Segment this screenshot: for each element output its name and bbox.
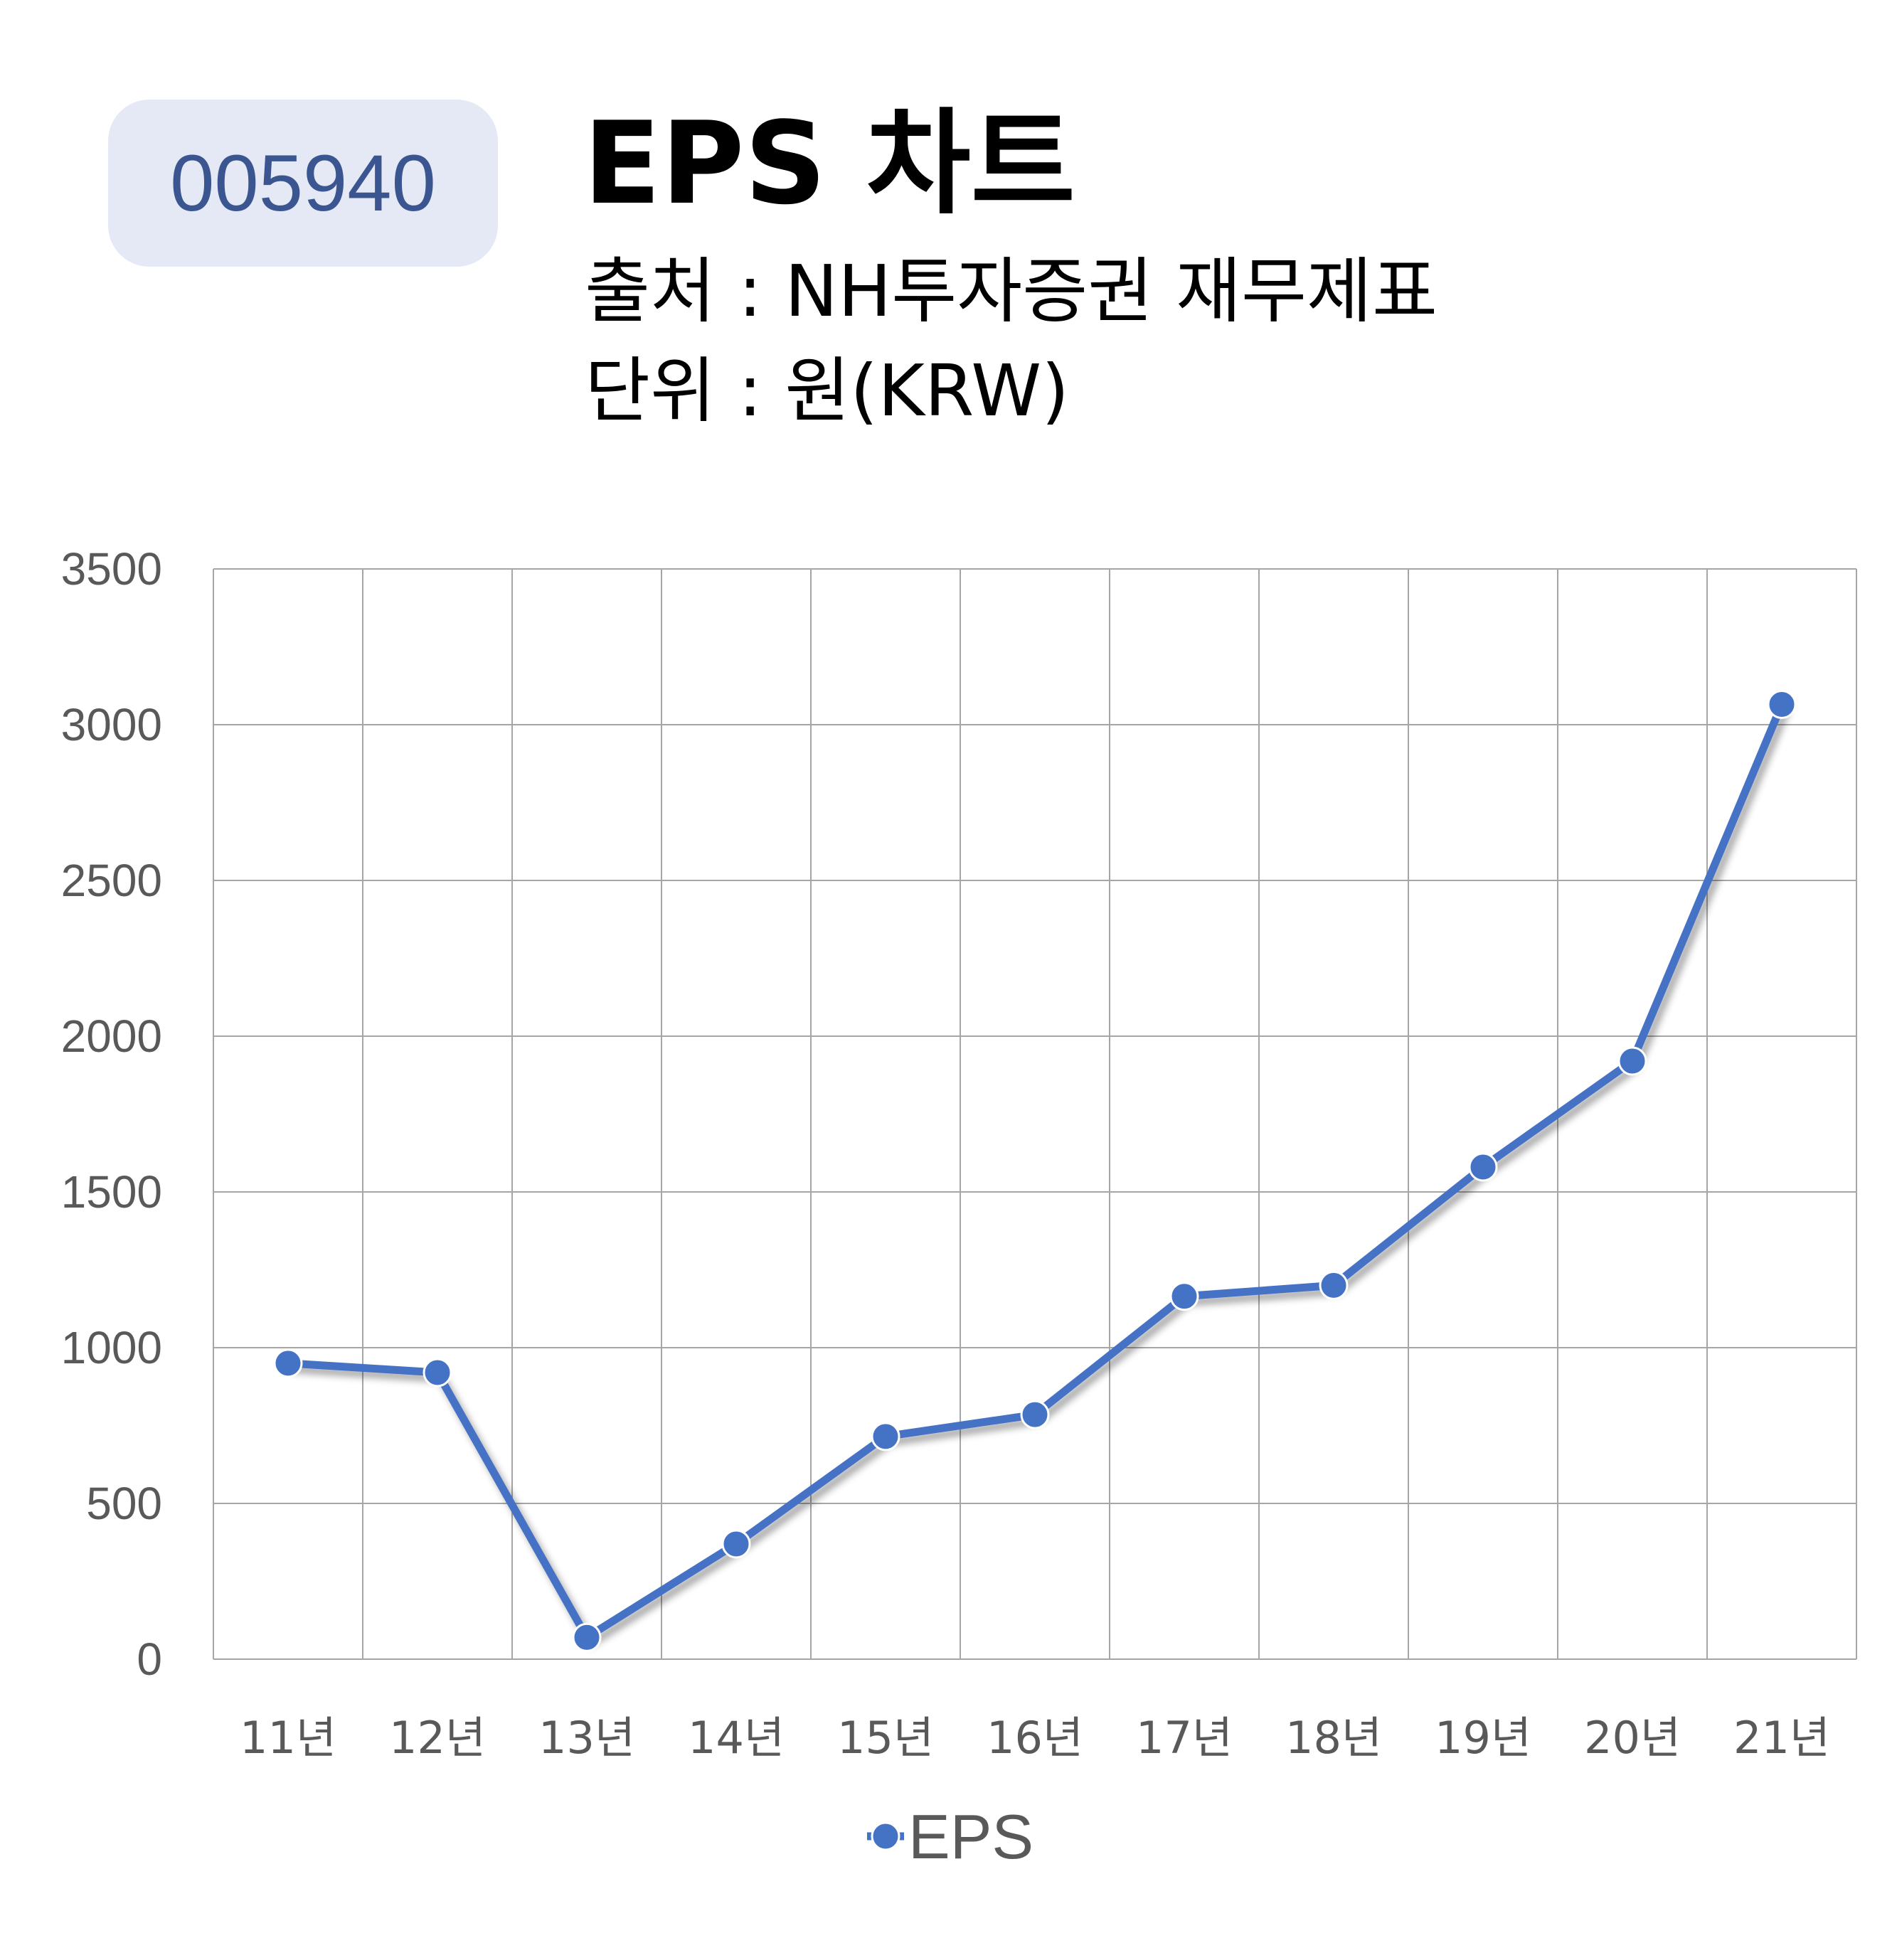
y-tick-label: 3500 xyxy=(61,543,162,595)
legend: EPS xyxy=(867,1801,1033,1872)
x-tick-label: 12년 xyxy=(389,1712,486,1764)
stock-code: 005940 xyxy=(170,139,436,228)
chart-title: EPS 차트 xyxy=(583,97,1075,230)
x-tick-label: 16년 xyxy=(987,1712,1083,1764)
data-point xyxy=(721,1529,751,1559)
data-point xyxy=(572,1622,602,1652)
data-point xyxy=(1169,1282,1199,1311)
data-point xyxy=(1617,1046,1647,1076)
source-note: 출처 : NH투자증권 재무제표 xyxy=(585,250,1438,333)
x-tick-label: 19년 xyxy=(1435,1712,1531,1764)
y-tick-label: 3000 xyxy=(61,699,162,750)
data-point xyxy=(423,1358,452,1388)
stock-code-badge: 005940 xyxy=(108,100,498,267)
x-axis-ticks: 11년 12년 13년 14년 15년 16년 17년 18년 19년 20년 21년 xyxy=(240,1712,1830,1764)
series-eps xyxy=(273,690,1797,1652)
data-point xyxy=(1468,1152,1498,1182)
y-tick-label: 1000 xyxy=(61,1322,162,1373)
unit-note: 단위 : 원(KRW) xyxy=(585,349,1070,432)
data-point xyxy=(1020,1400,1050,1429)
x-tick-label: 18년 xyxy=(1285,1712,1382,1764)
legend-marker-icon xyxy=(871,1821,900,1851)
y-tick-label: 1500 xyxy=(61,1166,162,1218)
x-tick-label: 21년 xyxy=(1733,1712,1830,1764)
data-point xyxy=(1319,1270,1349,1300)
x-tick-label: 11년 xyxy=(240,1712,336,1764)
x-tick-label: 15년 xyxy=(837,1712,934,1764)
data-point xyxy=(1767,690,1797,720)
y-tick-label: 2500 xyxy=(61,855,162,906)
y-tick-label: 0 xyxy=(137,1634,162,1685)
y-axis-ticks: 0 500 1000 1500 2000 2500 3000 3500 xyxy=(61,543,162,1685)
x-tick-label: 13년 xyxy=(538,1712,635,1764)
x-tick-label: 17년 xyxy=(1136,1712,1233,1764)
legend-label: EPS xyxy=(908,1801,1033,1872)
data-point xyxy=(871,1422,900,1452)
x-tick-label: 14년 xyxy=(688,1712,785,1764)
x-tick-label: 20년 xyxy=(1584,1712,1681,1764)
y-tick-label: 500 xyxy=(86,1478,162,1529)
grid xyxy=(213,568,1857,1660)
y-tick-label: 2000 xyxy=(61,1011,162,1062)
data-point xyxy=(273,1348,303,1378)
